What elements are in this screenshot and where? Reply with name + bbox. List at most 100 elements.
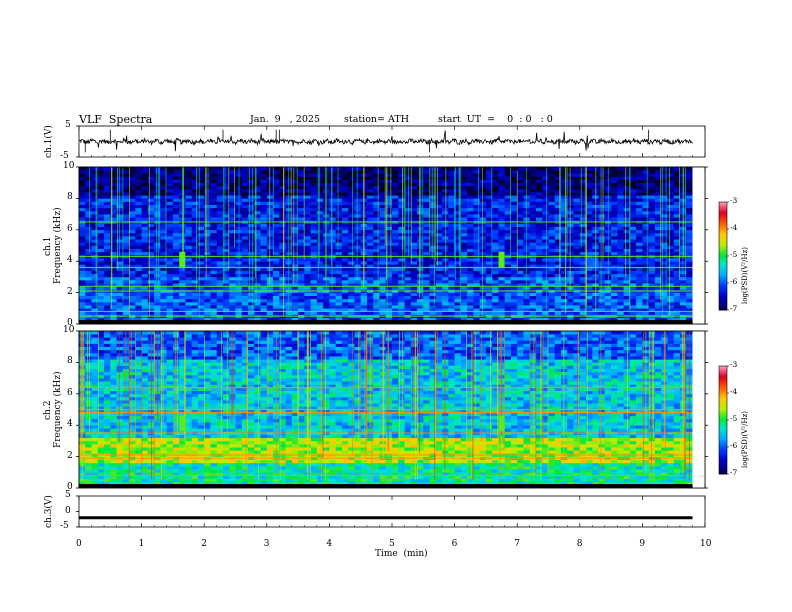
x-tick-label: 5 xyxy=(389,539,395,549)
colorbar-cell xyxy=(719,283,727,286)
colorbar-cell xyxy=(719,247,727,250)
colorbar-cell xyxy=(719,275,727,279)
colorbar-cell xyxy=(719,266,727,270)
colorbar-cell xyxy=(719,407,727,410)
colorbar-cell xyxy=(719,202,727,205)
colorbar-cell xyxy=(719,457,727,461)
colorbar-cell xyxy=(719,411,727,414)
y-tick-label: 4 xyxy=(67,419,73,430)
colorbar-cell xyxy=(719,257,727,261)
colorbar-cell xyxy=(719,234,727,237)
colorbar-tick-label: -4 xyxy=(730,387,738,396)
colorbar-cell xyxy=(719,299,727,302)
colorbar-cell xyxy=(719,432,727,435)
colorbar-cell xyxy=(719,236,727,239)
colorbar-cell xyxy=(719,452,727,455)
colorbar-cell xyxy=(719,288,727,291)
colorbar-cell xyxy=(719,302,727,306)
x-tick-label: 3 xyxy=(263,539,270,549)
colorbar-cell xyxy=(719,304,727,307)
colorbar-cell xyxy=(719,463,727,466)
y-axis-title-1: ch.1 xyxy=(43,236,53,256)
y-tick-label: 8 xyxy=(67,356,73,367)
x-tick-label: 7 xyxy=(514,539,520,549)
y-axis-title-0: ch.1(V) xyxy=(44,124,54,158)
colorbar-cell xyxy=(719,218,727,221)
colorbar-cell xyxy=(719,470,727,473)
colorbar-cell xyxy=(719,284,727,288)
colorbar-tick-label: -7 xyxy=(730,468,738,477)
colorbar-cell xyxy=(719,254,727,257)
colorbar-cell xyxy=(719,416,727,419)
y-tick-label: 10 xyxy=(63,325,75,335)
burst-patch xyxy=(498,251,505,268)
y-tick-label: 0 xyxy=(67,318,73,328)
colorbar-cell xyxy=(719,466,727,470)
colorbar-cell xyxy=(719,389,727,392)
colorbar-cell xyxy=(719,427,727,430)
colorbar-cell xyxy=(719,230,727,234)
colorbar-cell xyxy=(719,454,727,457)
colorbar-cell xyxy=(719,423,727,426)
colorbar-cell xyxy=(719,439,727,443)
colorbar-cell xyxy=(719,414,727,417)
colorbar-cell xyxy=(719,214,727,217)
colorbar-cell xyxy=(719,207,727,210)
colorbar-cell xyxy=(719,378,727,381)
colorbar-cell xyxy=(719,229,727,232)
colorbar-cell xyxy=(719,393,727,396)
burst-patch xyxy=(498,415,505,432)
colorbar-tick-label: -7 xyxy=(730,304,738,313)
x-tick-label: 9 xyxy=(639,539,646,549)
colorbar-cell xyxy=(719,366,727,369)
colorbar-cell xyxy=(719,387,727,390)
colorbar-cell xyxy=(719,459,727,462)
colorbar-cell xyxy=(719,441,727,444)
colorbar-cell xyxy=(719,375,727,378)
colorbar-cell xyxy=(719,443,727,446)
colorbar-cell xyxy=(719,450,727,453)
colorbar-cell xyxy=(719,293,727,297)
colorbar-cell xyxy=(719,384,727,387)
colorbar-cell xyxy=(719,248,727,252)
colorbar-cell xyxy=(719,241,727,244)
colorbar-cell xyxy=(719,250,727,253)
dc-band xyxy=(79,484,693,488)
y-tick-label: 5 xyxy=(65,490,71,500)
y-tick-label: 10 xyxy=(63,161,75,171)
x-tick-label: 10 xyxy=(700,539,712,549)
colorbar-cell xyxy=(719,245,727,248)
colorbar-cell xyxy=(719,274,727,277)
no-data-gap xyxy=(692,167,705,324)
colorbar-cell xyxy=(719,261,727,264)
y-axis-title-2: ch.2 xyxy=(43,400,53,420)
colorbar-cell xyxy=(719,438,727,441)
colorbar-cell xyxy=(719,430,727,434)
colorbar-cell xyxy=(719,394,727,398)
colorbar-cell xyxy=(719,279,727,282)
date-label: Jan. 9 , 2025 xyxy=(250,114,320,125)
y-tick-label: 6 xyxy=(67,223,73,234)
colorbar-cell xyxy=(719,203,727,207)
colorbar-cell xyxy=(719,256,727,259)
x-tick-label: 8 xyxy=(576,539,583,549)
colorbar-tick-label: -5 xyxy=(730,250,738,259)
colorbar-cell xyxy=(719,385,727,389)
colorbar-cell xyxy=(719,412,727,416)
colorbar-cell xyxy=(719,221,727,225)
colorbar-cell xyxy=(719,420,727,423)
colorbar-cell xyxy=(719,232,727,235)
colorbar-cell xyxy=(719,436,727,439)
colorbar-cell xyxy=(719,259,727,262)
colorbar-cell xyxy=(719,456,727,459)
colorbar-cell xyxy=(719,216,727,219)
colorbar-cell xyxy=(719,227,727,230)
colorbar-cell xyxy=(719,272,727,275)
burst-patch xyxy=(179,251,186,268)
y-axis-subtitle-1: Frequency (kHz) xyxy=(53,206,63,284)
y-tick-label: 8 xyxy=(67,192,73,203)
colorbar-cell xyxy=(719,434,727,437)
colorbar-cell xyxy=(719,429,727,432)
colorbar-cell xyxy=(719,243,727,246)
colorbar-cell xyxy=(719,295,727,298)
